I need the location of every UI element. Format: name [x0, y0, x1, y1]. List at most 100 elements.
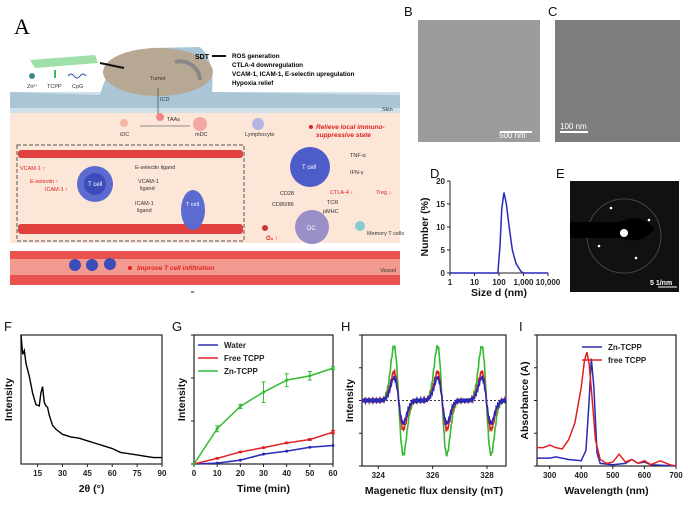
x-tick-label: 100: [492, 278, 506, 287]
x-tick-label: 30: [58, 469, 67, 478]
series-line: [537, 358, 677, 467]
o2-icon: [262, 225, 268, 231]
mdc-icon: [193, 117, 207, 131]
x-tick-label: 700: [669, 471, 683, 480]
x-tick-label: 30: [259, 469, 268, 478]
x-tick-label: 1,000: [513, 278, 534, 287]
legend-zn: Zn²⁺: [27, 83, 38, 90]
y-tick-label: 10: [436, 223, 445, 232]
treg-label: Treg ↓: [376, 190, 392, 196]
vcam-label: VCAM-1 ↑: [20, 166, 45, 172]
legend-label: free TCPP: [608, 356, 647, 365]
panel-label-b: B: [404, 4, 413, 19]
effect-item: Hypoxia relief: [232, 80, 274, 87]
x-tick-label: 10,000: [536, 278, 561, 287]
cpg-icon: [67, 73, 87, 79]
scale-label-e: 5 1/nm: [650, 280, 672, 287]
y-axis-label: Intensity: [176, 378, 188, 421]
x-axis-label: Time (min): [237, 483, 290, 495]
vcam-ligand-label-2: ligand: [140, 186, 155, 192]
t-cell-label: T cell: [88, 182, 102, 188]
beam-stop: [570, 218, 655, 241]
tissue-layer: [10, 113, 400, 243]
data-point: [331, 444, 335, 448]
x-axis-label: Magenetic flux density (mT): [365, 485, 503, 497]
x-tick-label: 40: [282, 469, 291, 478]
scale-label-b: 500 nm: [499, 131, 526, 140]
t-cell-label: T cell: [186, 202, 199, 208]
o2-label: O₂ ↑: [266, 236, 278, 242]
tcpp-icon: [54, 70, 56, 78]
legend-label: Zn-TCPP: [608, 343, 642, 352]
series-line: [361, 344, 507, 457]
y-tick-label: 5: [441, 246, 446, 255]
e-selectin-ligand-label: E-selectin ligand: [135, 165, 175, 171]
panel-label-d: D: [430, 166, 439, 181]
diffraction-spot: [647, 218, 651, 222]
tem-image-c: [555, 20, 680, 142]
y-axis-label: Intensity: [344, 379, 356, 422]
t-cell-label: T cell: [302, 165, 316, 171]
panel-a: A Tumor Zn²⁺ TCPP CpG SDT ROS generation…: [10, 14, 404, 285]
x-tick-label: 20: [236, 469, 245, 478]
t-cell-rolling-icon: [181, 190, 205, 230]
icam-ligand-label: ICAM-1: [135, 201, 154, 207]
data-point: [192, 462, 196, 466]
relieve-text-2: suppressive state: [316, 132, 371, 139]
diffraction-spot: [597, 244, 601, 248]
legend-cpg: CpG: [72, 84, 83, 90]
error-bar: [215, 457, 220, 460]
inset-box: [16, 144, 245, 242]
effect-item: VCAM-1, ICAM-1, E-selectin upregulation: [232, 71, 355, 78]
error-bar: [331, 429, 335, 435]
effect-item: CTLA-4 downregulation: [232, 62, 303, 69]
y-tick-label: 0: [441, 269, 446, 278]
data-point: [238, 458, 242, 462]
chart-h: 324 326 328 Magenetic flux density (mT) Inte…: [344, 334, 507, 497]
ultrasound-icon: [174, 59, 202, 81]
legend-label: Free TCPP: [224, 354, 265, 363]
cd80-label: CD80/86: [272, 202, 294, 208]
icam-label: ICAM-1 ↑: [45, 187, 68, 193]
eselectin-label: E-selectin ↑: [30, 179, 59, 185]
x-tick-label: 1: [448, 278, 453, 287]
series-line: [450, 192, 548, 274]
error-bar: [284, 373, 289, 388]
effect-item: ROS generation: [232, 53, 280, 60]
arrow-icon: [99, 62, 125, 69]
mdc-label: mDC: [195, 132, 208, 138]
y-axis-label: Number (%): [419, 198, 431, 257]
error-bar: [284, 442, 289, 444]
t-cell-icon: [290, 147, 330, 187]
chart-i: 300 400 500 600 700 Wavelength (nm) Absorbance…: [519, 334, 683, 497]
plot-frame-i: [536, 334, 677, 467]
vessel-label: Vessel: [380, 268, 396, 274]
ifn-label: IFN-γ: [350, 170, 364, 176]
chart-d: 1 10 100 1,000 10,000 0 5 10 15 20 Size d (nm) Numb…: [419, 177, 561, 299]
x-tick-label: 324: [372, 471, 386, 480]
idc-label: iDC: [120, 132, 129, 138]
nanosheet-icon: [30, 55, 98, 68]
central-spot: [620, 229, 628, 237]
data-point: [285, 449, 289, 453]
legend-label: Zn-TCPP: [224, 367, 258, 376]
vcam-ligand-label: VCAM-1: [138, 179, 159, 185]
y-axis-label: Intensity: [3, 378, 15, 421]
x-tick-label: 75: [133, 469, 142, 478]
panel-label-a: A: [14, 14, 30, 39]
series-line: [537, 351, 677, 467]
error-bar: [238, 403, 243, 410]
x-axis-label: Size d (nm): [471, 287, 527, 299]
x-axis-label: 2θ (°): [79, 483, 105, 495]
x-tick-label: 600: [638, 471, 652, 480]
series-line: [361, 375, 507, 426]
error-bar: [261, 381, 266, 404]
t-cell-icon: [86, 259, 98, 271]
legend-label: Water: [224, 341, 246, 350]
improve-text: Improve T cell infiltration: [137, 265, 214, 272]
vessel-wall-top: [18, 150, 243, 158]
dc-label: DC: [307, 226, 316, 232]
x-tick-label: 45: [83, 469, 92, 478]
scale-label-c: 100 nm: [560, 122, 587, 131]
